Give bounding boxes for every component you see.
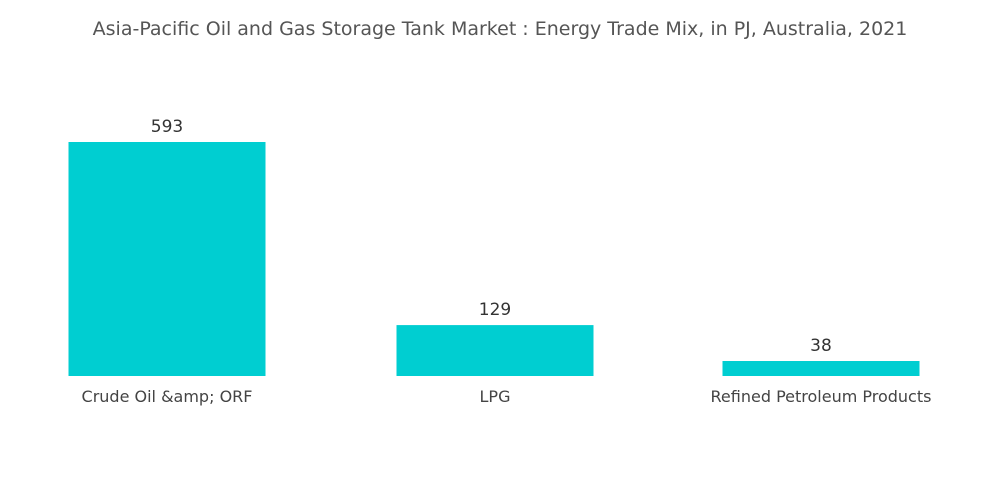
category-label-1: Crude Oil &amp; ORF: [82, 387, 253, 406]
value-label-2: 129: [479, 300, 511, 320]
bar-2: [396, 325, 594, 376]
bar-1: [68, 142, 266, 376]
category-label-2: LPG: [480, 387, 511, 406]
value-label-1: 593: [151, 117, 183, 137]
category-label-3: Refined Petroleum Products: [711, 387, 932, 406]
value-label-3: 38: [810, 336, 832, 356]
chart-title: Asia-Pacific Oil and Gas Storage Tank Ma…: [92, 18, 908, 40]
bar-3: [722, 361, 920, 376]
